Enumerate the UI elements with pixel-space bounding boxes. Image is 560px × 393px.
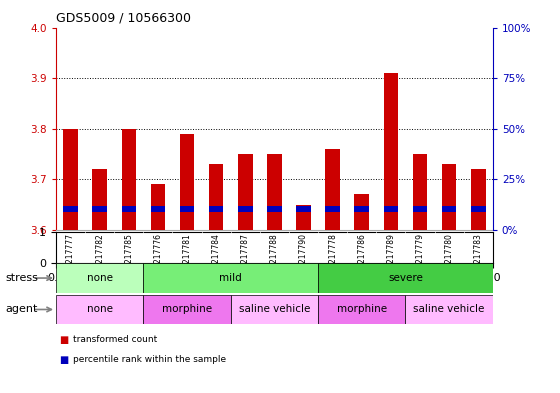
Text: saline vehicle: saline vehicle <box>413 305 485 314</box>
Text: GSM1217783: GSM1217783 <box>474 233 483 284</box>
Text: saline vehicle: saline vehicle <box>239 305 310 314</box>
Bar <box>318 295 405 324</box>
Text: morphine: morphine <box>162 305 212 314</box>
Text: stress: stress <box>6 273 39 283</box>
Bar <box>384 73 398 230</box>
Text: transformed count: transformed count <box>73 336 157 344</box>
Text: mild: mild <box>220 273 242 283</box>
Bar <box>209 164 223 230</box>
Bar <box>471 206 486 212</box>
Bar <box>209 206 223 212</box>
Text: GSM1217785: GSM1217785 <box>124 233 133 284</box>
Text: GSM1217779: GSM1217779 <box>416 233 424 285</box>
Text: ■: ■ <box>59 354 68 365</box>
Text: GSM1217787: GSM1217787 <box>241 233 250 284</box>
Text: severe: severe <box>388 273 423 283</box>
Bar <box>56 295 143 324</box>
Bar <box>471 169 486 230</box>
Text: GSM1217777: GSM1217777 <box>66 233 75 285</box>
Bar <box>296 205 311 230</box>
Bar <box>63 206 78 212</box>
Bar <box>442 206 456 212</box>
Text: GSM1217789: GSM1217789 <box>386 233 395 284</box>
Bar <box>180 134 194 230</box>
Bar <box>354 195 369 230</box>
Bar <box>413 206 427 212</box>
Bar <box>122 129 136 230</box>
Text: GSM1217776: GSM1217776 <box>153 233 162 285</box>
Bar <box>354 206 369 212</box>
Bar <box>143 295 231 324</box>
Bar <box>405 295 493 324</box>
Bar <box>143 263 318 293</box>
Text: GSM1217778: GSM1217778 <box>328 233 337 284</box>
Bar <box>238 154 253 230</box>
Bar <box>63 129 78 230</box>
Text: GSM1217786: GSM1217786 <box>357 233 366 284</box>
Bar <box>56 263 143 293</box>
Bar <box>122 206 136 212</box>
Bar <box>442 164 456 230</box>
Bar <box>384 206 398 212</box>
Text: GSM1217784: GSM1217784 <box>212 233 221 284</box>
Bar <box>151 184 165 230</box>
Text: GSM1217780: GSM1217780 <box>445 233 454 284</box>
Text: percentile rank within the sample: percentile rank within the sample <box>73 355 226 364</box>
Bar <box>231 295 318 324</box>
Text: morphine: morphine <box>337 305 387 314</box>
Bar <box>413 154 427 230</box>
Text: none: none <box>87 305 113 314</box>
Bar <box>296 206 311 212</box>
Text: GSM1217788: GSM1217788 <box>270 233 279 284</box>
Text: GSM1217782: GSM1217782 <box>95 233 104 284</box>
Text: GSM1217790: GSM1217790 <box>299 233 308 285</box>
Text: GSM1217781: GSM1217781 <box>183 233 192 284</box>
Bar <box>325 206 340 212</box>
Bar <box>180 206 194 212</box>
Bar <box>92 169 107 230</box>
Text: GDS5009 / 10566300: GDS5009 / 10566300 <box>56 12 191 25</box>
Bar <box>325 149 340 230</box>
Bar <box>318 263 493 293</box>
Text: none: none <box>87 273 113 283</box>
Text: ■: ■ <box>59 335 68 345</box>
Bar <box>267 206 282 212</box>
Bar <box>151 206 165 212</box>
Bar <box>267 154 282 230</box>
Text: agent: agent <box>6 305 38 314</box>
Bar <box>238 206 253 212</box>
Bar <box>92 206 107 212</box>
